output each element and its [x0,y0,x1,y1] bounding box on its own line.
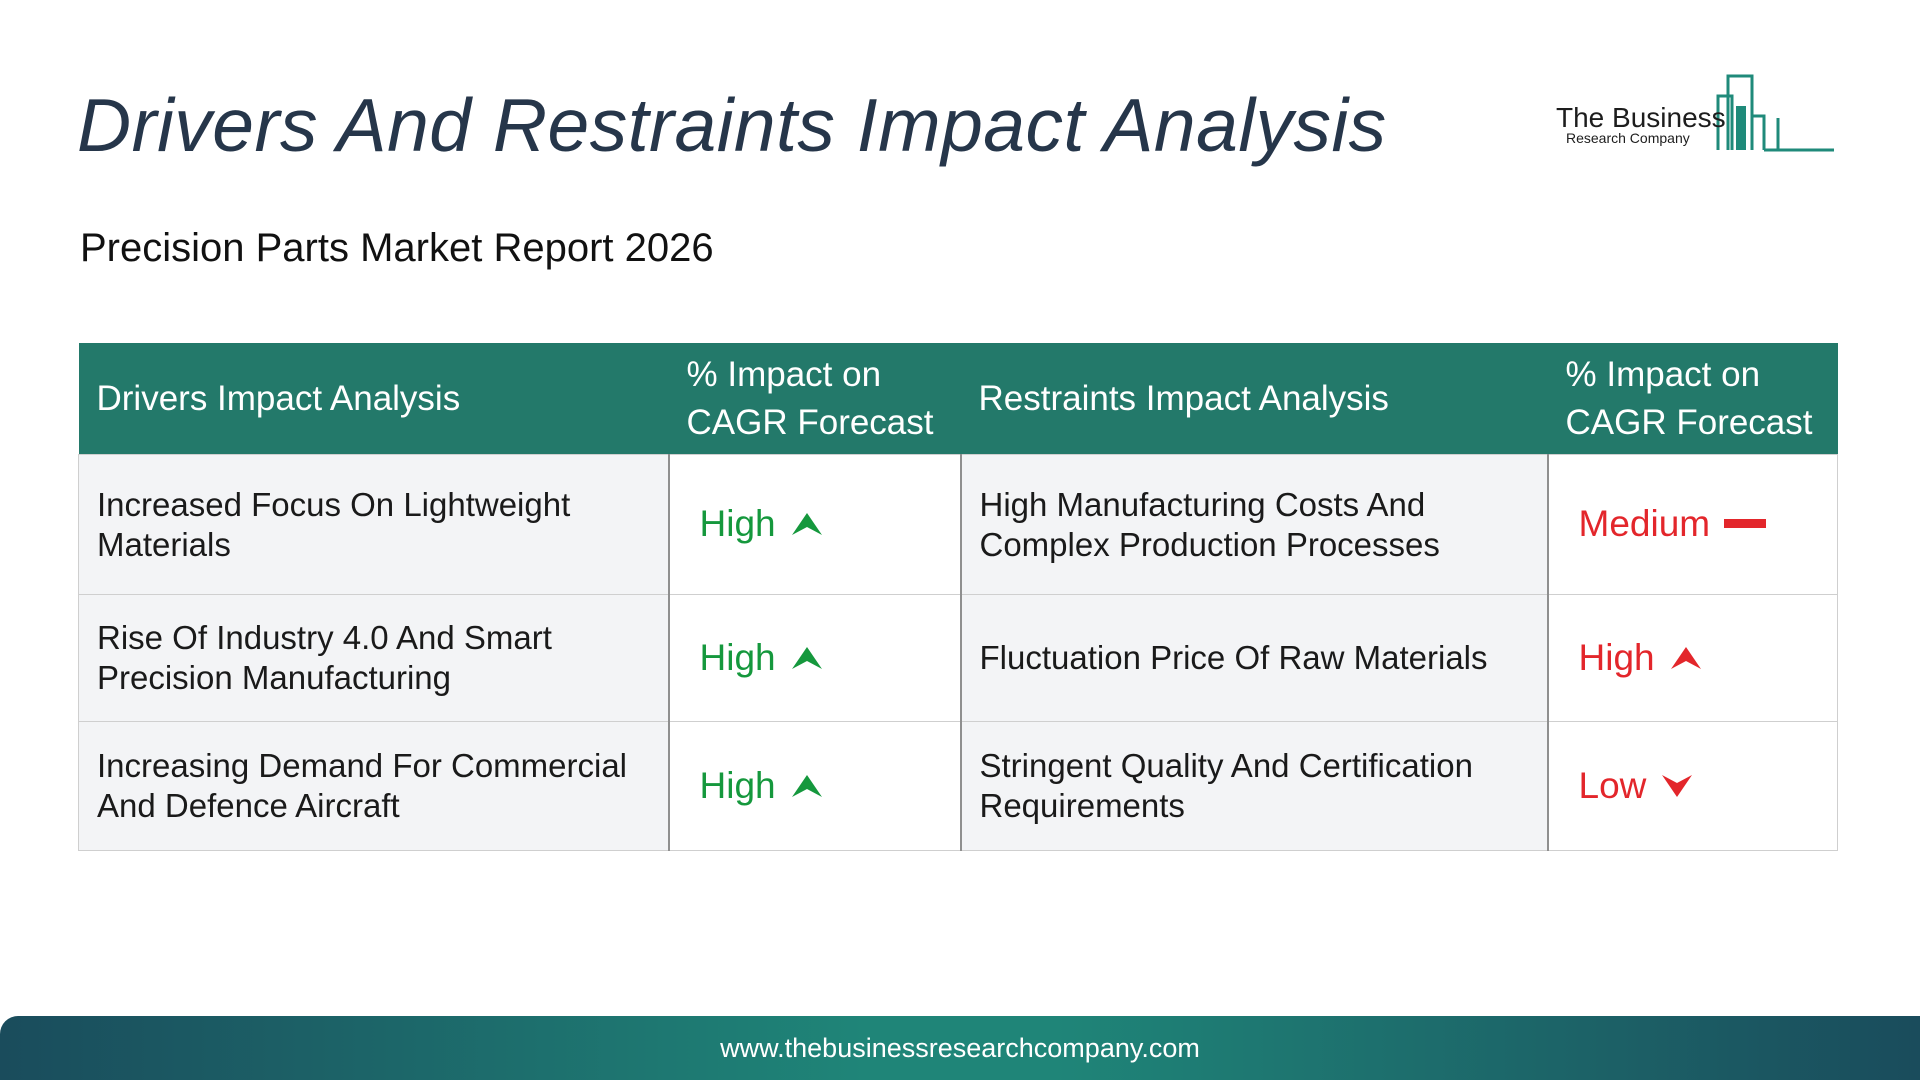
arrow-up-icon [791,513,822,535]
table-header-row: Drivers Impact Analysis % Impact on CAGR… [78,343,1838,455]
column-header-drivers: Drivers Impact Analysis [78,343,669,455]
company-logo: The Business Research Company [1552,66,1838,158]
restraint-cell: High Manufacturing Costs And Complex Pro… [960,454,1548,595]
arrow-down-icon [1662,774,1693,797]
driver-cell: Increased Focus On Lightweight Materials [78,454,670,595]
footer-bar: www.thebusinessresearchcompany.com [0,1016,1920,1080]
table-row: Increased Focus On Lightweight Materials… [78,454,1838,595]
restraint-cell: Stringent Quality And Certification Requ… [960,721,1548,851]
driver-impact-cell: High [668,594,962,722]
arrow-up-icon [1670,646,1701,669]
impact-table: Drivers Impact Analysis % Impact on CAGR… [78,343,1838,851]
table-row: Rise Of Industry 4.0 And Smart Precision… [78,594,1838,722]
driver-impact-label: High [699,503,776,544]
driver-impact-cell: High [668,721,962,851]
arrow-up-icon [791,774,822,797]
footer-url[interactable]: www.thebusinessresearchcompany.com [720,1032,1200,1063]
restraint-impact-cell: High [1546,594,1838,722]
restraint-impact-label: Low [1578,764,1647,806]
restraint-impact-label: High [1578,636,1655,678]
driver-impact-label: High [699,636,776,678]
table-row: Increasing Demand For Commercial And Def… [78,721,1838,851]
driver-impact-label: High [699,764,776,806]
driver-cell: Rise Of Industry 4.0 And Smart Precision… [78,594,670,722]
arrow-up-icon [791,646,822,669]
column-header-restraint-impact: % Impact on CAGR Forecast [1547,343,1838,455]
restraint-impact-cell: Medium [1546,454,1838,595]
logo-line-2: Research Company [1566,130,1690,146]
report-subtitle: Precision Parts Market Report 2026 [80,226,714,270]
column-header-restraints: Restraints Impact Analysis [960,343,1548,455]
driver-cell: Increasing Demand For Commercial And Def… [78,721,670,851]
restraint-cell: Fluctuation Price Of Raw Materials [960,594,1548,722]
driver-impact-cell: High [668,454,962,595]
restraint-impact-label: Medium [1578,503,1711,544]
column-header-driver-impact: % Impact on CAGR Forecast [668,343,961,455]
dash-icon [1724,519,1767,528]
logo-line-1: The Business [1556,102,1726,133]
building-bars-icon [1716,74,1834,152]
restraint-impact-cell: Low [1546,721,1838,851]
page-title: Drivers And Restraints Impact Analysis [77,83,1387,167]
